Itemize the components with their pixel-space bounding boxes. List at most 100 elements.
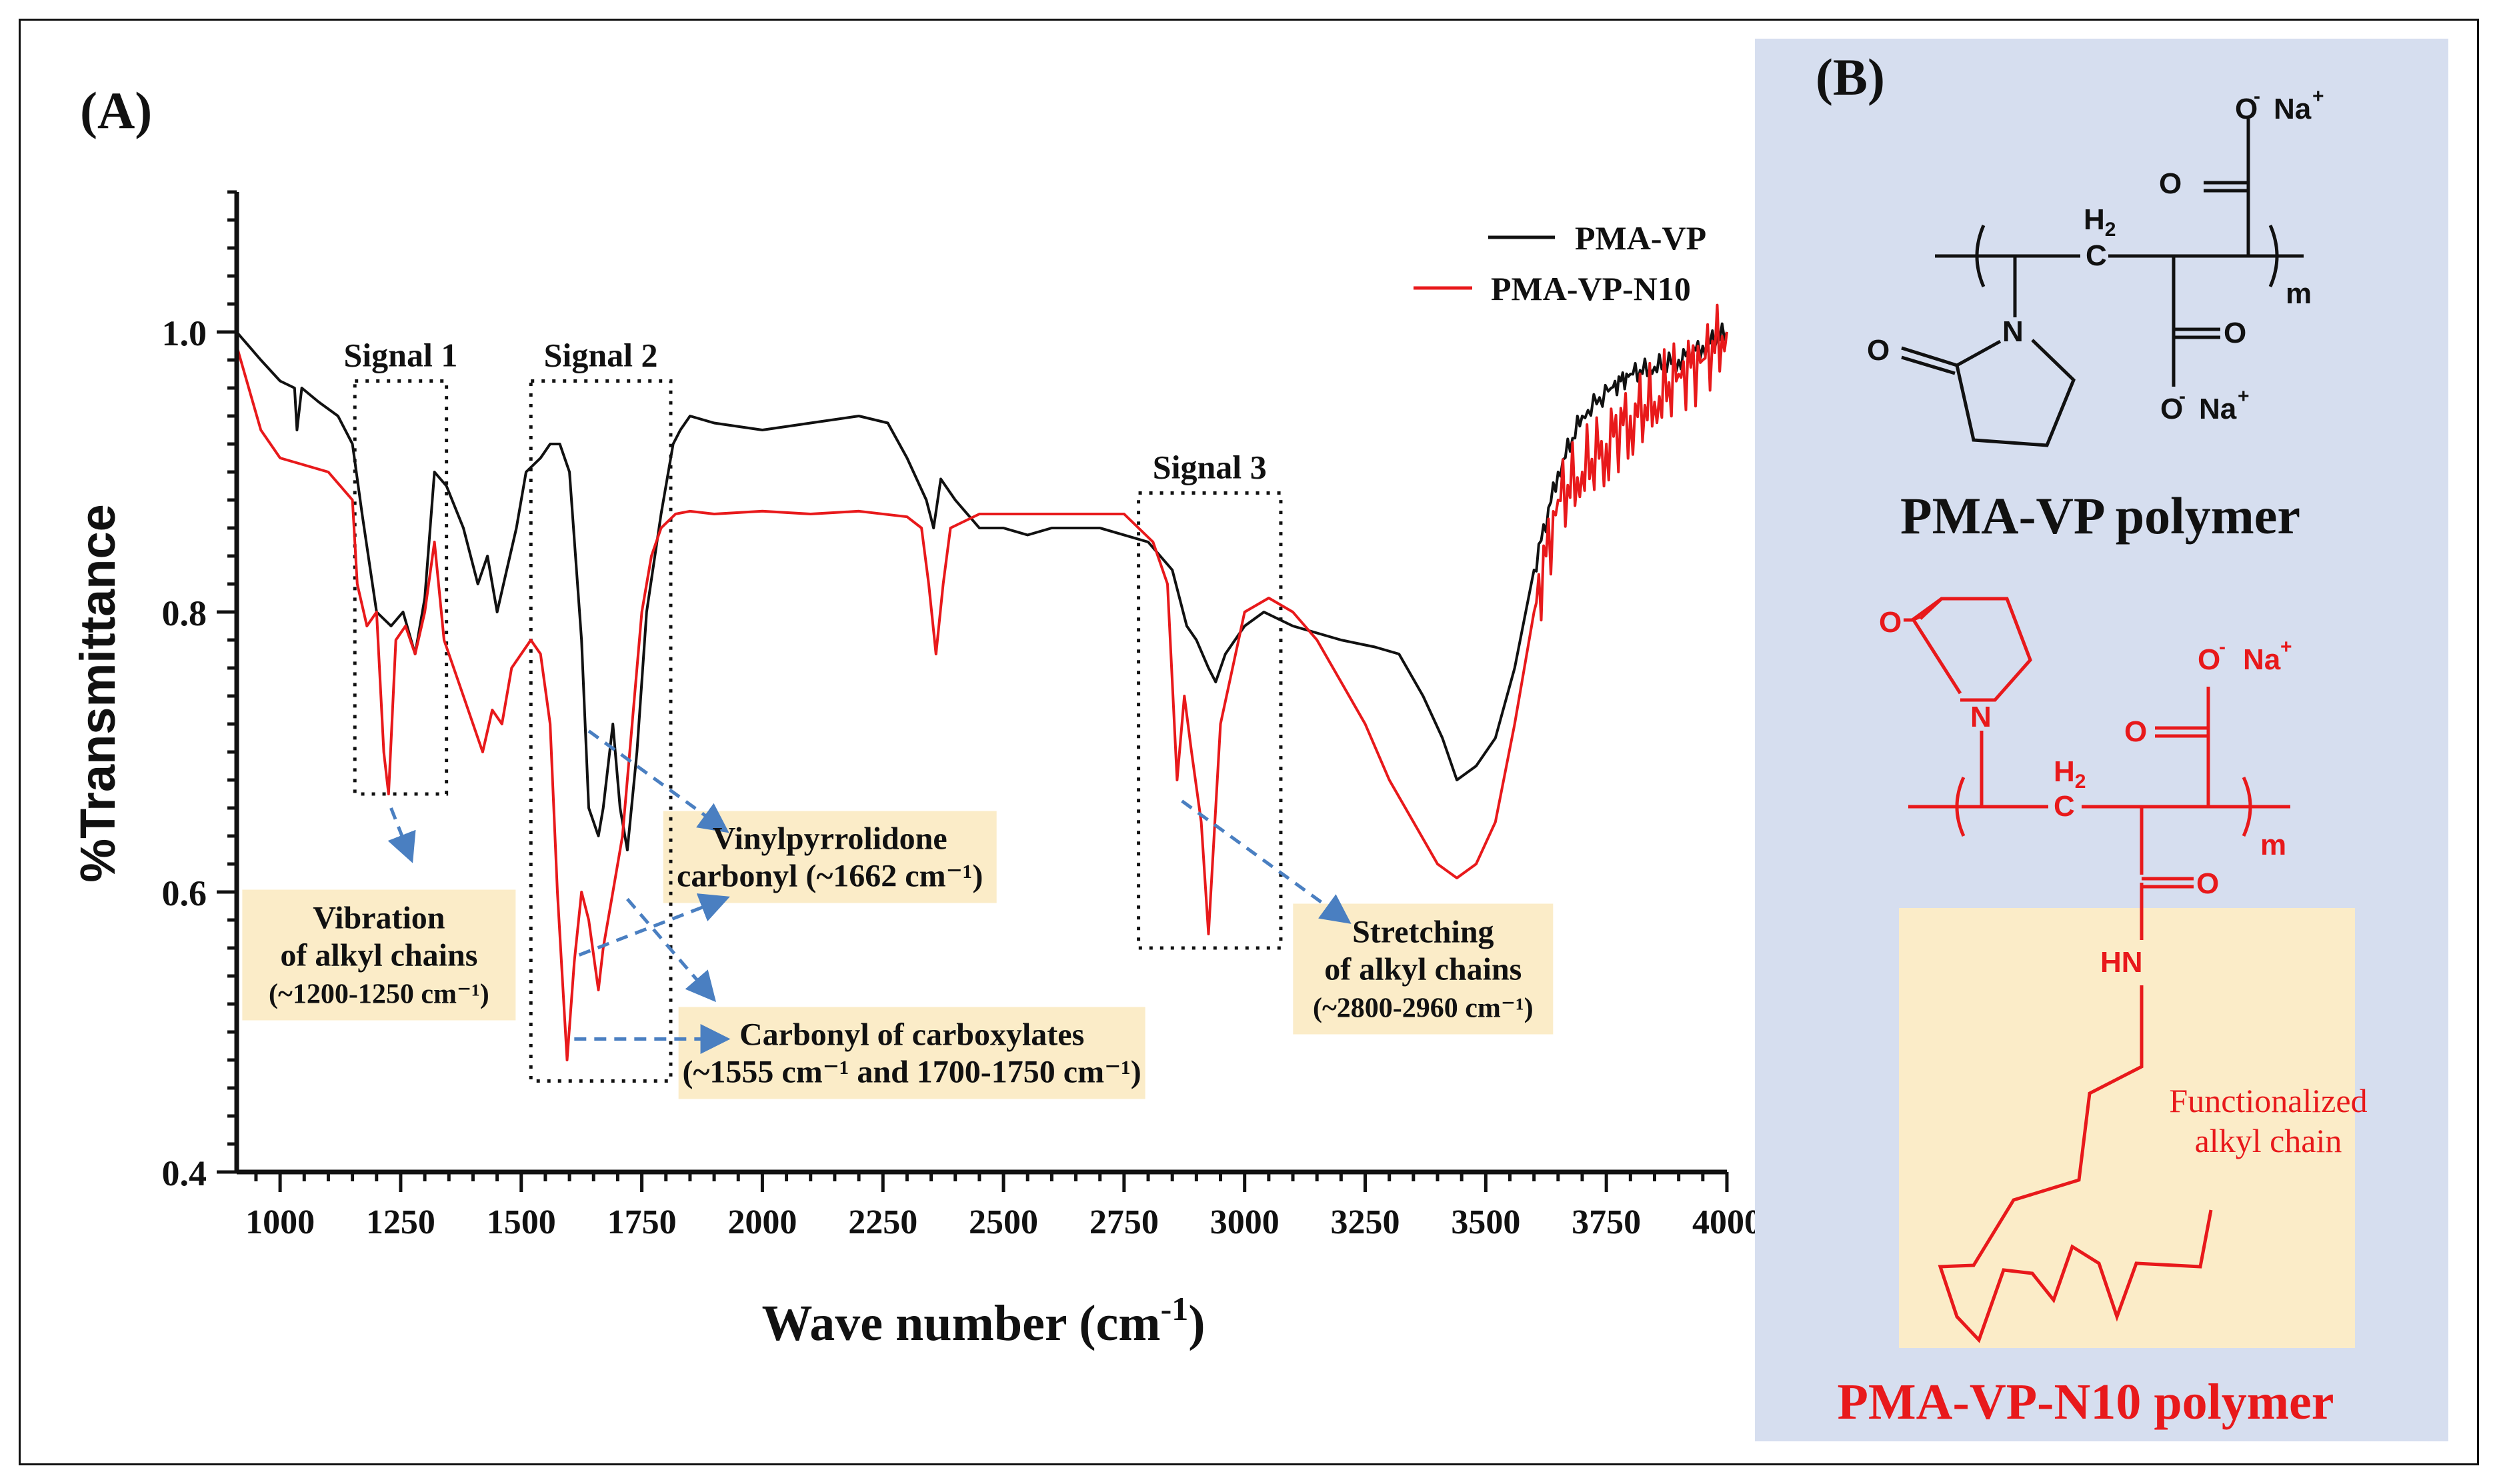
atom-h2: H2 — [2084, 203, 2116, 241]
charge-plus-bottom: + — [2238, 385, 2250, 407]
atom-o-top: O — [2159, 167, 2182, 200]
double-bond — [1901, 355, 1956, 375]
annotation-box — [242, 889, 516, 1021]
signal-label: Signal 2 — [544, 337, 658, 374]
x-tick-label: 1500 — [487, 1203, 556, 1241]
y-tick-label: 0.8 — [162, 593, 207, 633]
annotation-arrow — [578, 893, 730, 957]
atom-o-mid: O — [2224, 317, 2246, 349]
y-tick-label: 1.0 — [162, 313, 207, 353]
annotation-arrow — [587, 729, 729, 833]
series-line-pma-vp — [235, 322, 1728, 851]
atom-na-red: Na — [2243, 643, 2281, 676]
signal-box — [529, 379, 673, 1083]
alkyl-chain-red — [1938, 985, 2213, 1343]
annotation-text: of alkyl chains — [280, 938, 477, 973]
series-layer — [235, 303, 1728, 1061]
annotation-arrow — [625, 897, 716, 1003]
atom-c: C — [2086, 239, 2107, 272]
annotation-text: carbonyl (~1662 cm⁻¹) — [677, 859, 983, 894]
structure1-title: PMA-VP polymer — [1900, 487, 2300, 545]
atom-o-ring: O — [1867, 334, 1890, 367]
x-tick-label: 1000 — [245, 1203, 315, 1241]
atom-h-subscript-red: 2 — [2075, 771, 2086, 793]
legend-label-pma-vp-n10: PMA-VP-N10 — [1491, 270, 1691, 307]
bond-red — [1912, 619, 1962, 695]
atom-c-red: C — [2054, 790, 2075, 823]
y-axis-title: %Transmittance — [70, 504, 125, 883]
charge-plus-top: + — [2312, 85, 2324, 107]
x-axis-title-sup: -1 — [1161, 1290, 1189, 1327]
repeat-m: m — [2286, 277, 2312, 310]
atom-n-red: N — [1970, 701, 1992, 733]
panel-b-label: (B) — [1816, 48, 1885, 106]
alkyl-chain-label-line1: Functionalized — [2169, 1082, 2367, 1119]
charge-plus-red: + — [2280, 636, 2292, 658]
annotation-box — [678, 1007, 1145, 1099]
charge-minus-top: - — [2254, 85, 2260, 107]
legend: PMA-VP PMA-VP-N10 — [1414, 219, 1706, 307]
annotation-text: (~2800-2960 cm⁻¹) — [1313, 993, 1534, 1024]
atom-h-red: H — [2054, 755, 2075, 788]
x-axis-title: Wave number (cm-1) — [761, 1290, 1205, 1351]
annotation-text: Stretching — [1352, 915, 1494, 950]
x-tick-label: 2000 — [727, 1203, 797, 1241]
signal-boxes-layer: Signal 1 Signal 2 Signal 3 — [343, 337, 1283, 1083]
repeat-m-red: m — [2260, 829, 2286, 861]
ftir-chart: Signal 1 Signal 2 Signal 3 0.4 0.6 0.8 1.0 100… — [70, 190, 1762, 1351]
annotation-text: of alkyl chains — [1324, 952, 1522, 987]
atom-na-top: Na — [2274, 93, 2312, 125]
atom-o-carboxyl-red: O — [2124, 715, 2147, 748]
x-tick-label: 1250 — [366, 1203, 435, 1241]
bracket-right — [2268, 225, 2279, 287]
atom-n: N — [2002, 315, 2024, 348]
atom-o-minus-red: O — [2198, 643, 2220, 676]
alkyl-chain-label-line2: alkyl chain — [2195, 1122, 2342, 1159]
panel-a-label: (A) — [80, 81, 152, 139]
alkyl-chain-highlight — [1899, 908, 2355, 1348]
annotation-box — [1293, 903, 1554, 1035]
y-tick-label: 0.4 — [162, 1153, 207, 1193]
atom-h-subscript: 2 — [2105, 219, 2116, 241]
structure-pma-vp — [1901, 119, 2304, 447]
charge-minus-red: - — [2219, 636, 2226, 658]
y-tick-label: 0.6 — [162, 873, 207, 913]
annotation-text: Vinylpyrrolidone — [713, 821, 947, 857]
atom-o-minus-bottom: O — [2160, 393, 2183, 425]
annotation-text: Vibration — [313, 901, 445, 936]
atom-hn-red: HN — [2100, 946, 2143, 979]
x-axis-title-main: Wave number (cm — [761, 1295, 1160, 1351]
signal-label: Signal 3 — [1153, 449, 1267, 486]
charge-minus-bottom: - — [2179, 385, 2186, 407]
atom-o-minus-top: O — [2235, 93, 2258, 125]
x-tick-label: 2500 — [969, 1203, 1038, 1241]
annotation-boxes-layer — [242, 811, 1554, 1099]
axes-layer: 0.4 0.6 0.8 1.0 1000 1250 1500 1750 2000 2250 2500… — [162, 190, 1762, 1241]
legend-label-pma-vp: PMA-VP — [1575, 219, 1706, 257]
structure2-title: PMA-VP-N10 polymer — [1837, 1374, 2334, 1430]
pyrrolidone-ring — [1955, 339, 2076, 447]
series-line-pma-vp-n10 — [235, 303, 1728, 1061]
x-tick-label: 3750 — [1572, 1203, 1641, 1241]
x-tick-label: 2750 — [1089, 1203, 1159, 1241]
annotation-arrow — [387, 807, 416, 863]
annotation-text: (~1555 cm⁻¹ and 1700-1750 cm⁻¹) — [682, 1055, 1141, 1090]
annotation-arrows-layer — [387, 729, 1352, 1054]
x-tick-label: 3250 — [1331, 1203, 1400, 1241]
annotation-text: Carbonyl of carboxylates — [739, 1017, 1084, 1053]
atom-o-amide-red: O — [2196, 867, 2219, 900]
annotation-arrow — [1181, 799, 1352, 924]
x-tick-label: 4000 — [1692, 1203, 1762, 1241]
annotation-text: (~1200-1250 cm⁻¹) — [269, 979, 489, 1010]
structure-pma-vp-n10 — [1904, 597, 2290, 1343]
atom-o-ring-red: O — [1879, 606, 1902, 639]
x-tick-label: 2250 — [848, 1203, 917, 1241]
x-tick-label: 1750 — [607, 1203, 677, 1241]
bond-red — [1919, 597, 1943, 620]
x-tick-label: 3500 — [1451, 1203, 1520, 1241]
x-tick-label: 3000 — [1210, 1203, 1280, 1241]
atom-na-bottom: Na — [2199, 393, 2237, 425]
signal-box — [353, 379, 449, 796]
